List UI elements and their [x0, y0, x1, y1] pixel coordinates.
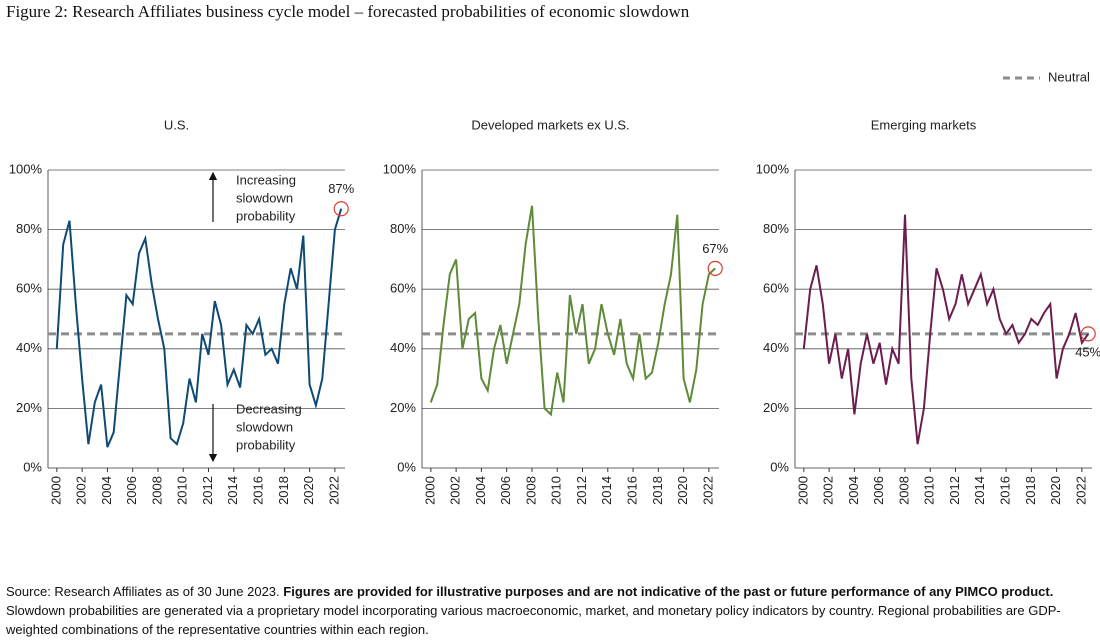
x-tick-label: 2020	[301, 476, 316, 505]
x-tick-label: 2016	[250, 476, 265, 505]
value-label: 87%	[328, 181, 354, 196]
series-line	[55, 208, 343, 448]
note: Slowdown probabilities are generated via…	[6, 603, 1061, 637]
x-tick-label: 2014	[599, 476, 614, 505]
x-tick-label: 2016	[997, 476, 1012, 505]
x-tick-label: 2012	[947, 476, 962, 505]
y-tick-label: 0%	[23, 459, 42, 474]
x-tick-label: 2006	[124, 476, 139, 505]
x-tick-label: 2020	[675, 476, 690, 505]
panel-title: Emerging markets	[871, 117, 977, 132]
annotation-text: slowdown	[236, 190, 293, 205]
y-tick-label: 60%	[16, 281, 42, 296]
legend-label: Neutral	[1048, 69, 1090, 84]
series-line	[802, 214, 1090, 445]
y-tick-label: 60%	[390, 281, 416, 296]
charts: Neutral U.S. 0% 20% 40% 60% 80% 100% 2000 2002 200…	[9, 69, 1100, 505]
y-tick-label: 80%	[763, 221, 789, 236]
y-tick-label: 20%	[763, 400, 789, 415]
highlight-circle	[1080, 326, 1096, 342]
value-label: 67%	[702, 241, 728, 256]
y-tick-label: 100%	[383, 161, 417, 176]
y-tick-label: 80%	[390, 221, 416, 236]
x-tick-label: 2022	[326, 476, 341, 505]
value-label: 45%	[1075, 344, 1100, 359]
x-tick-label: 2006	[498, 476, 513, 505]
y-tick-label: 20%	[390, 400, 416, 415]
annotation-text: Increasing	[236, 172, 296, 187]
annotation-text: probability	[236, 208, 296, 223]
x-tick-label: 2002	[74, 476, 89, 505]
y-tick-label: 60%	[763, 281, 789, 296]
y-tick-label: 80%	[16, 221, 42, 236]
highlight-circle	[707, 260, 723, 276]
figure-title: Figure 2: Research Affiliates business c…	[6, 2, 690, 21]
x-tick-label: 2002	[448, 476, 463, 505]
x-tick-label: 2016	[624, 476, 639, 505]
y-tick-label: 20%	[16, 400, 42, 415]
x-tick-label: 2008	[523, 476, 538, 505]
disclaimer: Figures are provided for illustrative pu…	[283, 584, 1054, 599]
x-tick-label: 2020	[1048, 476, 1063, 505]
x-tick-label: 2000	[422, 476, 437, 505]
x-tick-label: 2004	[99, 476, 114, 505]
y-tick-label: 0%	[770, 459, 789, 474]
x-tick-label: 2000	[48, 476, 63, 505]
x-tick-label: 2006	[871, 476, 886, 505]
y-tick-label: 100%	[9, 161, 43, 176]
y-tick-label: 40%	[763, 340, 789, 355]
x-tick-label: 2002	[821, 476, 836, 505]
x-tick-label: 2010	[922, 476, 937, 505]
annotation-text: Decreasing	[236, 401, 302, 416]
annotation-text: probability	[236, 437, 296, 452]
x-tick-label: 2012	[574, 476, 589, 505]
x-tick-label: 2010	[175, 476, 190, 505]
x-tick-label: 2014	[972, 476, 987, 505]
x-tick-label: 2004	[473, 476, 488, 505]
x-tick-label: 2004	[846, 476, 861, 505]
panel-title: U.S.	[164, 117, 189, 132]
y-tick-label: 100%	[756, 161, 790, 176]
x-tick-label: 2022	[700, 476, 715, 505]
x-tick-label: 2022	[1073, 476, 1088, 505]
source: Source: Research Affiliates as of 30 Jun…	[6, 584, 280, 599]
y-tick-label: 40%	[390, 340, 416, 355]
x-tick-label: 2008	[149, 476, 164, 505]
x-tick-label: 2012	[200, 476, 215, 505]
annotation-text: slowdown	[236, 419, 293, 434]
x-tick-label: 2014	[225, 476, 240, 505]
series-line	[429, 205, 716, 417]
y-tick-label: 40%	[16, 340, 42, 355]
footer: Source: Research Affiliates as of 30 Jun…	[6, 582, 1096, 639]
x-tick-label: 2010	[549, 476, 564, 505]
x-tick-label: 2018	[650, 476, 665, 505]
x-tick-label: 2000	[795, 476, 810, 505]
y-tick-label: 0%	[397, 459, 416, 474]
x-tick-label: 2018	[276, 476, 291, 505]
x-tick-label: 2008	[896, 476, 911, 505]
x-tick-label: 2018	[1023, 476, 1038, 505]
highlight-circle	[333, 201, 349, 217]
panel-title: Developed markets ex U.S.	[471, 117, 629, 132]
